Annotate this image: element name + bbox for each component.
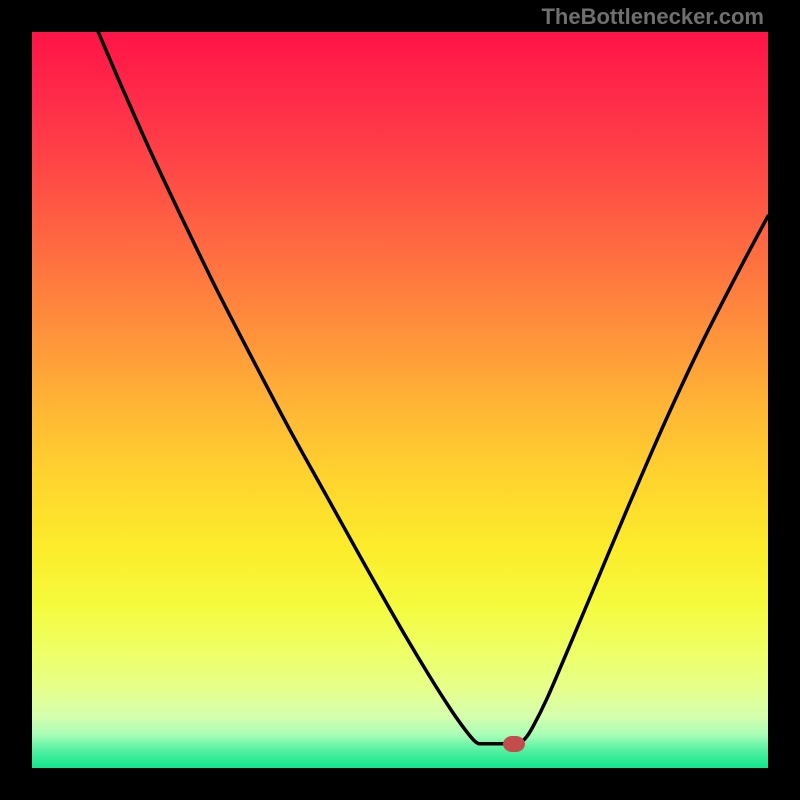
bottleneck-curve: [32, 32, 768, 768]
watermark-text: TheBottlenecker.com: [541, 4, 764, 30]
chart-container: TheBottlenecker.com: [0, 0, 800, 800]
optimum-marker: [503, 736, 525, 752]
plot-area: [32, 32, 768, 768]
frame-left: [0, 0, 32, 800]
frame-bottom: [0, 768, 800, 800]
frame-right: [768, 0, 800, 800]
